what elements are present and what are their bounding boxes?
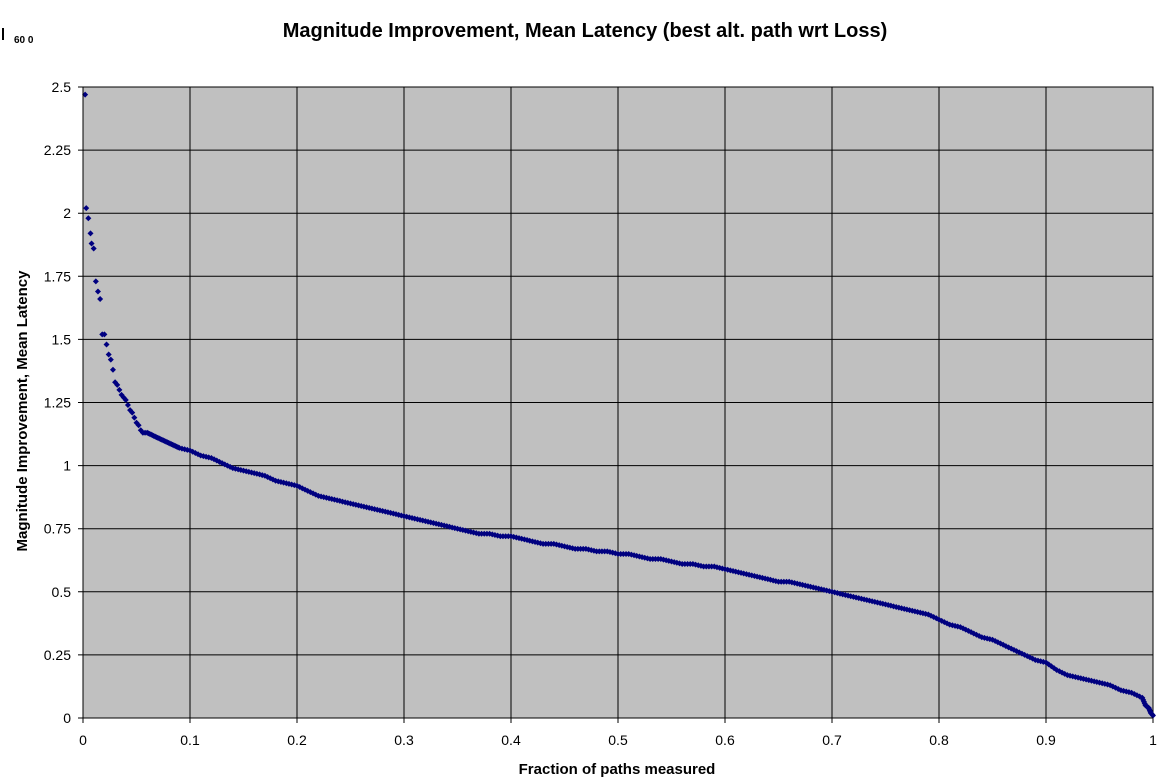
y-tick-label: 1.25: [44, 395, 71, 411]
y-tick-label: 2.25: [44, 142, 71, 158]
data-point: [107, 356, 114, 363]
data-point: [83, 205, 90, 212]
y-tick-label: 0.5: [52, 584, 72, 600]
gridlines: [78, 86, 1154, 723]
data-point: [88, 240, 95, 247]
data-point: [122, 396, 129, 403]
y-tick-label: 0.25: [44, 647, 71, 663]
y-tick-label: 1.75: [44, 268, 71, 284]
data-point: [251, 470, 258, 477]
data-point: [105, 351, 112, 358]
data-point: [103, 341, 110, 348]
y-tick-label: 0: [63, 710, 71, 726]
x-tick-label: 0.6: [715, 732, 735, 748]
data-point: [131, 414, 138, 421]
y-tick-label: 1.5: [52, 331, 72, 347]
data-point: [87, 230, 94, 237]
x-tick-label: 0.1: [180, 732, 200, 748]
x-tick-label: 0.8: [929, 732, 949, 748]
y-axis-label: Magnitude Improvement, Mean Latency: [14, 270, 31, 552]
data-point: [1018, 650, 1025, 657]
data-point: [129, 409, 136, 416]
x-tick-label: 0.2: [287, 732, 307, 748]
y-tick-label: 0.75: [44, 521, 71, 537]
x-tick-label: 0.5: [608, 732, 628, 748]
data-point: [90, 245, 97, 252]
data-series: [82, 91, 1156, 719]
data-point: [82, 91, 89, 98]
y-tick-label: 2: [63, 205, 71, 221]
x-tick-label: 1: [1149, 732, 1157, 748]
data-point: [124, 402, 131, 409]
data-point: [97, 296, 104, 303]
data-point: [374, 506, 381, 513]
data-point: [135, 422, 142, 429]
tick-labels: 0 0.1 0.2 0.3 0.4 0.5 0.6 0.7 0.8 0.9 1 0 0.25 0.5 0.7…: [44, 79, 1157, 748]
chart-title: Magnitude Improvement, Mean Latency (bes…: [283, 20, 888, 42]
data-point: [92, 278, 99, 285]
data-point: [114, 381, 121, 388]
data-point: [94, 288, 101, 295]
y-tick-label: 2.5: [52, 79, 72, 95]
data-point: [109, 366, 116, 373]
corner-mark: 60 0: [14, 35, 34, 46]
x-tick-label: 0.3: [394, 732, 414, 748]
x-tick-label: 0.9: [1036, 732, 1056, 748]
y-tick-label: 1: [63, 458, 71, 474]
data-point: [85, 215, 92, 222]
x-tick-label: 0.7: [822, 732, 842, 748]
data-point: [382, 508, 389, 515]
data-point: [1150, 712, 1156, 719]
data-point: [116, 386, 123, 393]
x-tick-label: 0.4: [501, 732, 521, 748]
data-point: [101, 331, 108, 338]
x-axis-label: Fraction of paths measured: [519, 761, 716, 778]
x-tick-label: 0: [79, 732, 87, 748]
